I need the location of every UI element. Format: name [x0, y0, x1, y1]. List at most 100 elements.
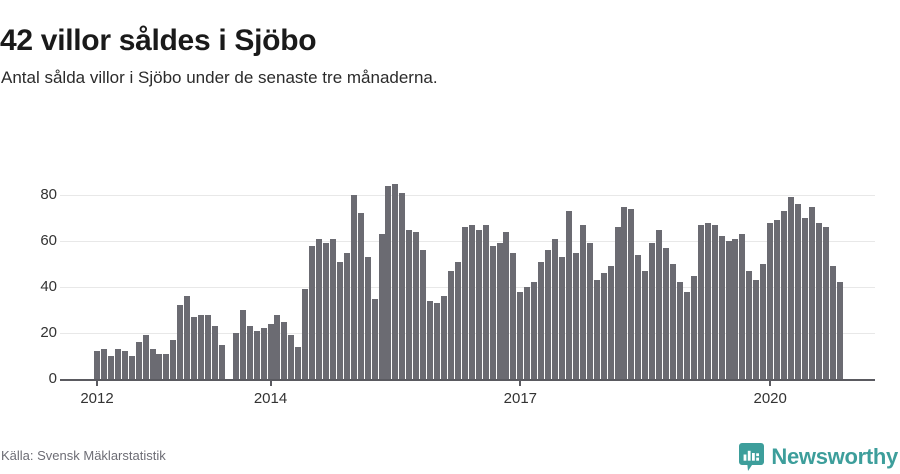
bar [670, 264, 677, 379]
newsworthy-logo[interactable]: Newsworthy [739, 442, 898, 472]
bar [510, 252, 517, 379]
bar [475, 229, 482, 379]
bar [517, 291, 524, 379]
newsworthy-wordmark: Newsworthy [771, 444, 898, 469]
bar [718, 236, 725, 379]
bar [329, 238, 336, 379]
bar [503, 231, 510, 379]
bar [642, 270, 649, 379]
bar [496, 243, 503, 379]
bar [121, 351, 128, 379]
bar [454, 261, 461, 379]
bar [281, 321, 288, 379]
bar [836, 282, 843, 379]
bar [461, 227, 468, 379]
bar [94, 351, 100, 379]
y-axis-tick-label: 60 [40, 232, 57, 249]
bar [815, 222, 822, 379]
bar [149, 349, 156, 379]
bar [656, 229, 663, 379]
bar [767, 222, 774, 379]
chart-subtitle: Antal sålda villor i Sjöbo under de sena… [1, 68, 438, 87]
bar [829, 266, 836, 379]
bar [142, 335, 149, 379]
bar [413, 231, 420, 379]
x-axis-baseline [60, 379, 875, 381]
bar [128, 356, 135, 379]
bar [482, 224, 489, 379]
chart-footer: Källa: Svensk Mäklarstatistik Newsworthy [0, 440, 900, 474]
bar [774, 220, 781, 379]
bar [239, 310, 246, 379]
x-axis-tick-label: 2017 [503, 390, 538, 407]
bar [274, 314, 281, 379]
x-axis-tick-label: 2020 [753, 390, 787, 407]
bar [565, 211, 572, 379]
bar [468, 224, 475, 379]
bar [100, 349, 107, 379]
bar [711, 224, 718, 379]
bar [801, 218, 808, 379]
bar [246, 326, 253, 379]
bar [336, 261, 343, 379]
bar [260, 328, 267, 379]
bar [753, 280, 760, 379]
bar [746, 270, 753, 379]
bar [205, 314, 212, 379]
bar [392, 183, 399, 379]
newsworthy-bar-chart-bubble-icon [739, 443, 765, 471]
x-axis-tick-label: 2014 [253, 390, 288, 407]
bar [614, 227, 621, 379]
y-axis-tick-label: 80 [40, 186, 57, 203]
bar [232, 333, 239, 379]
bar [177, 305, 184, 379]
bar [697, 224, 704, 379]
bar [725, 241, 732, 379]
bar [288, 335, 295, 379]
bar [788, 197, 794, 379]
bar [114, 349, 121, 379]
bar [683, 291, 690, 379]
bar [309, 245, 316, 379]
bar [302, 289, 309, 379]
bar [107, 356, 114, 379]
bar [385, 185, 392, 379]
bar [552, 238, 559, 379]
bar [184, 296, 191, 379]
x-axis-tick-label: 2012 [80, 390, 114, 407]
y-axis-tick-label: 40 [40, 278, 57, 295]
bar [420, 250, 427, 379]
bar [350, 195, 357, 379]
bar [579, 224, 586, 379]
bar [371, 298, 378, 379]
bar [635, 254, 642, 379]
bar [399, 192, 406, 379]
bar [434, 303, 441, 379]
bar [211, 326, 218, 379]
bar [191, 316, 198, 379]
bar [781, 211, 788, 379]
y-axis-tick-label: 20 [40, 324, 57, 341]
bar [531, 282, 538, 379]
y-axis-tick-label: 0 [48, 370, 57, 387]
bar [822, 227, 829, 379]
bar [489, 245, 496, 379]
gridline [60, 195, 875, 196]
bar [808, 206, 815, 379]
bar [538, 261, 545, 379]
source-note: Källa: Svensk Mäklarstatistik [1, 448, 166, 463]
bar [135, 342, 142, 379]
bar [739, 234, 746, 379]
bar [441, 296, 447, 379]
bar [545, 250, 552, 379]
bar [600, 273, 607, 379]
bar [427, 300, 434, 379]
bar-series [0, 150, 900, 379]
bar [732, 238, 739, 379]
bar [253, 330, 260, 379]
bar [163, 353, 170, 379]
bar [704, 222, 711, 379]
bar [364, 257, 371, 379]
